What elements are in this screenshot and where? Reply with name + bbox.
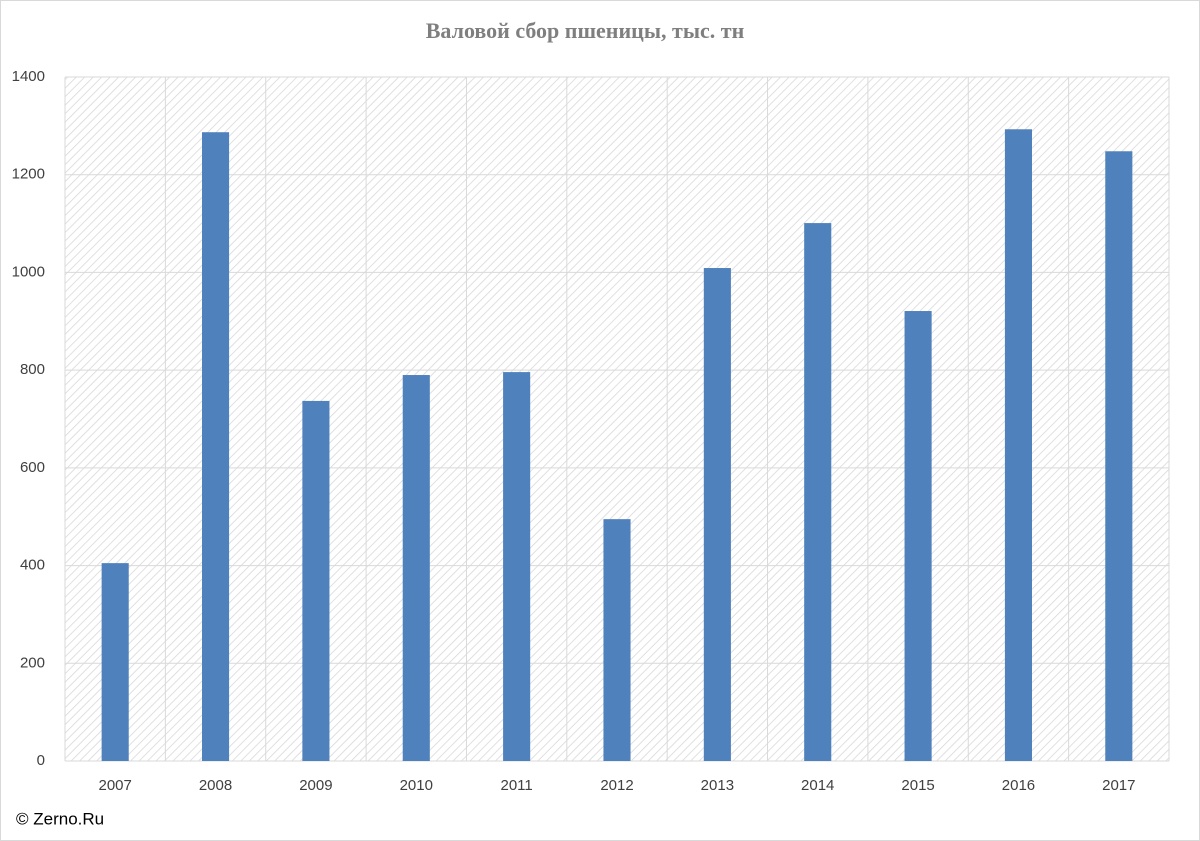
source-label: © Zerno.Ru [16, 809, 104, 828]
x-tick-label: 2016 [1002, 777, 1035, 794]
bar [804, 223, 832, 761]
x-tick-label: 2017 [1102, 777, 1135, 794]
bar [703, 268, 731, 761]
chart-title: Валовой сбор пшеницы, тыс. тн [426, 18, 745, 43]
y-tick-label: 1400 [12, 68, 45, 85]
bar [101, 563, 129, 761]
x-tick-label: 2010 [400, 777, 433, 794]
bar [503, 372, 531, 761]
x-tick-label: 2015 [901, 777, 934, 794]
y-tick-label: 600 [20, 459, 45, 476]
y-tick-label: 1000 [12, 263, 45, 280]
x-tick-label: 2012 [600, 777, 633, 794]
y-tick-label: 400 [20, 557, 45, 574]
x-tick-label: 2014 [801, 777, 834, 794]
y-tick-label: 200 [20, 654, 45, 671]
y-tick-label: 800 [20, 361, 45, 378]
bar [402, 375, 430, 761]
bar [904, 311, 932, 761]
x-tick-label: 2007 [98, 777, 131, 794]
bar [302, 400, 330, 761]
x-tick-label: 2013 [701, 777, 734, 794]
bar [1105, 151, 1133, 761]
bar [603, 519, 631, 761]
y-tick-label: 1200 [12, 166, 45, 183]
bar [201, 132, 230, 762]
x-tick-label: 2009 [299, 777, 332, 794]
y-tick-label: 0 [37, 752, 45, 769]
x-tick-label: 2011 [501, 777, 533, 794]
bar [1004, 129, 1033, 761]
x-tick-label: 2008 [199, 777, 232, 794]
